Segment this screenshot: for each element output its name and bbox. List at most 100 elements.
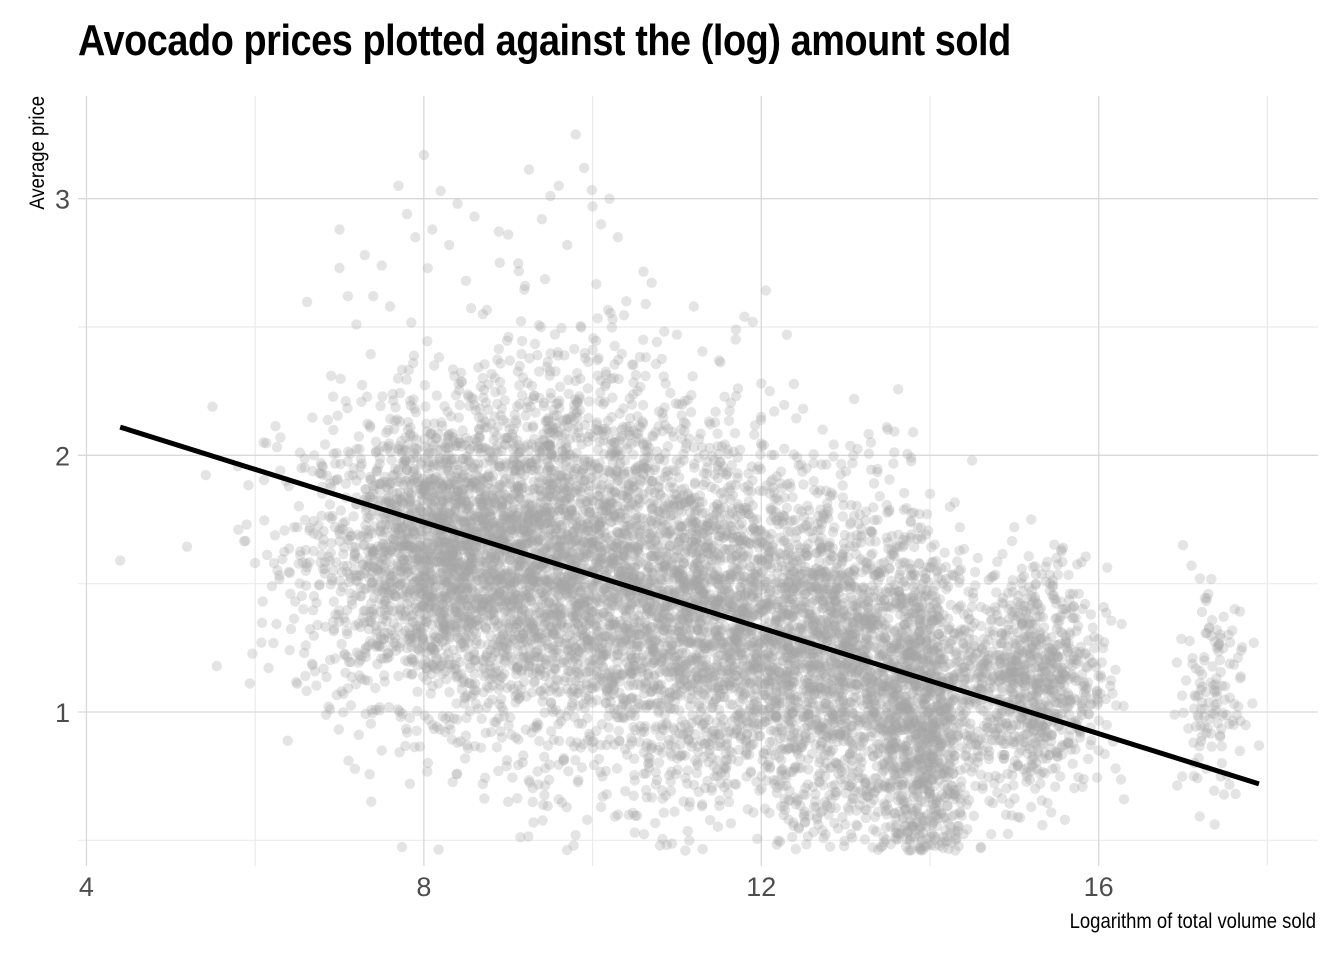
scatter-point [423, 506, 434, 517]
scatter-point [300, 544, 311, 556]
scatter-point [590, 335, 602, 346]
scatter-point [522, 569, 533, 580]
scatter-point [445, 559, 457, 570]
scatter-point [414, 480, 425, 491]
scatter-point [523, 513, 534, 524]
scatter-point [327, 575, 338, 586]
scatter-point [379, 676, 390, 687]
scatter-point [351, 571, 362, 582]
scatter-point [497, 553, 508, 564]
scatter-point [316, 510, 327, 521]
scatter-point [366, 638, 378, 649]
scatter-point [501, 335, 513, 346]
scatter-point [400, 445, 411, 456]
scatter-point [539, 780, 551, 791]
scatter-point [375, 400, 386, 412]
scatter-point [272, 565, 283, 576]
scatter-point [509, 522, 520, 534]
scatter-point [350, 569, 361, 581]
scatter-point [587, 736, 598, 748]
scatter-point [523, 519, 534, 530]
scatter-point [501, 432, 512, 444]
scatter-point [554, 381, 566, 392]
scatter-point [356, 379, 368, 391]
scatter-point [438, 567, 449, 579]
scatter-point [455, 438, 466, 449]
scatter-point [553, 719, 564, 730]
scatter-point [440, 591, 451, 603]
scatter-point [597, 791, 608, 802]
scatter-point [342, 683, 354, 694]
scatter-point [415, 533, 426, 545]
scatter-point [462, 600, 474, 612]
scatter-point [411, 633, 423, 645]
scatter-point [391, 591, 402, 602]
scatter-point [443, 433, 454, 444]
scatter-point [397, 445, 408, 456]
scatter-point [513, 693, 524, 705]
scatter-point [308, 545, 319, 557]
scatter-point [494, 376, 506, 388]
scatter-point [353, 649, 365, 661]
scatter-point [507, 572, 518, 584]
scatter-point [447, 364, 459, 375]
scatter-point [553, 648, 564, 659]
scatter-point [340, 667, 351, 678]
scatter-point [412, 536, 423, 548]
scatter-point [440, 537, 451, 548]
scatter-points [115, 129, 1265, 856]
scatter-point [354, 591, 366, 602]
scatter-point [258, 474, 270, 486]
scatter-point [356, 396, 367, 407]
scatter-point [329, 475, 340, 487]
scatter-point [499, 593, 510, 604]
scatter-point [331, 557, 342, 568]
scatter-point [411, 705, 423, 717]
scatter-point [463, 627, 474, 638]
scatter-point [434, 474, 446, 485]
scatter-point [660, 378, 671, 389]
scatter-point [350, 590, 361, 601]
scatter-point [404, 778, 416, 789]
scatter-point [593, 520, 604, 531]
scatter-point [512, 572, 523, 584]
scatter-point [454, 574, 465, 586]
scatter-point [354, 443, 365, 455]
scatter-point [465, 551, 477, 562]
scatter-point [527, 593, 538, 604]
scatter-point [411, 725, 422, 736]
scatter-point [403, 544, 415, 555]
scatter-point [398, 479, 409, 491]
scatter-point [386, 454, 397, 466]
scatter-point [391, 488, 403, 499]
scatter-point [587, 581, 598, 592]
scatter-point [431, 652, 442, 663]
scatter-point [374, 453, 386, 464]
scatter-point [313, 580, 325, 591]
scatter-point [311, 680, 322, 691]
scatter-point [489, 556, 500, 567]
scatter-point [411, 499, 422, 511]
scatter-point [416, 494, 427, 506]
scatter-point [455, 617, 467, 629]
scatter-point [378, 546, 389, 557]
scatter-point [545, 348, 556, 359]
scatter-point [409, 465, 420, 476]
scatter-point [373, 445, 384, 456]
scatter-point [421, 490, 432, 501]
scatter-point [366, 583, 377, 594]
scatter-point [408, 350, 420, 361]
scatter-point [530, 576, 542, 587]
scatter-point [447, 428, 458, 439]
scatter-point [402, 417, 414, 428]
scatter-point [431, 390, 442, 401]
scatter-point [332, 473, 343, 485]
scatter-point [478, 557, 489, 568]
scatter-point [437, 711, 448, 722]
scatter-point [469, 649, 480, 660]
scatter-point [469, 592, 480, 604]
scatter-point [493, 226, 505, 237]
scatter-point [456, 623, 467, 635]
scatter-point [423, 586, 435, 598]
scatter-point [296, 462, 307, 474]
